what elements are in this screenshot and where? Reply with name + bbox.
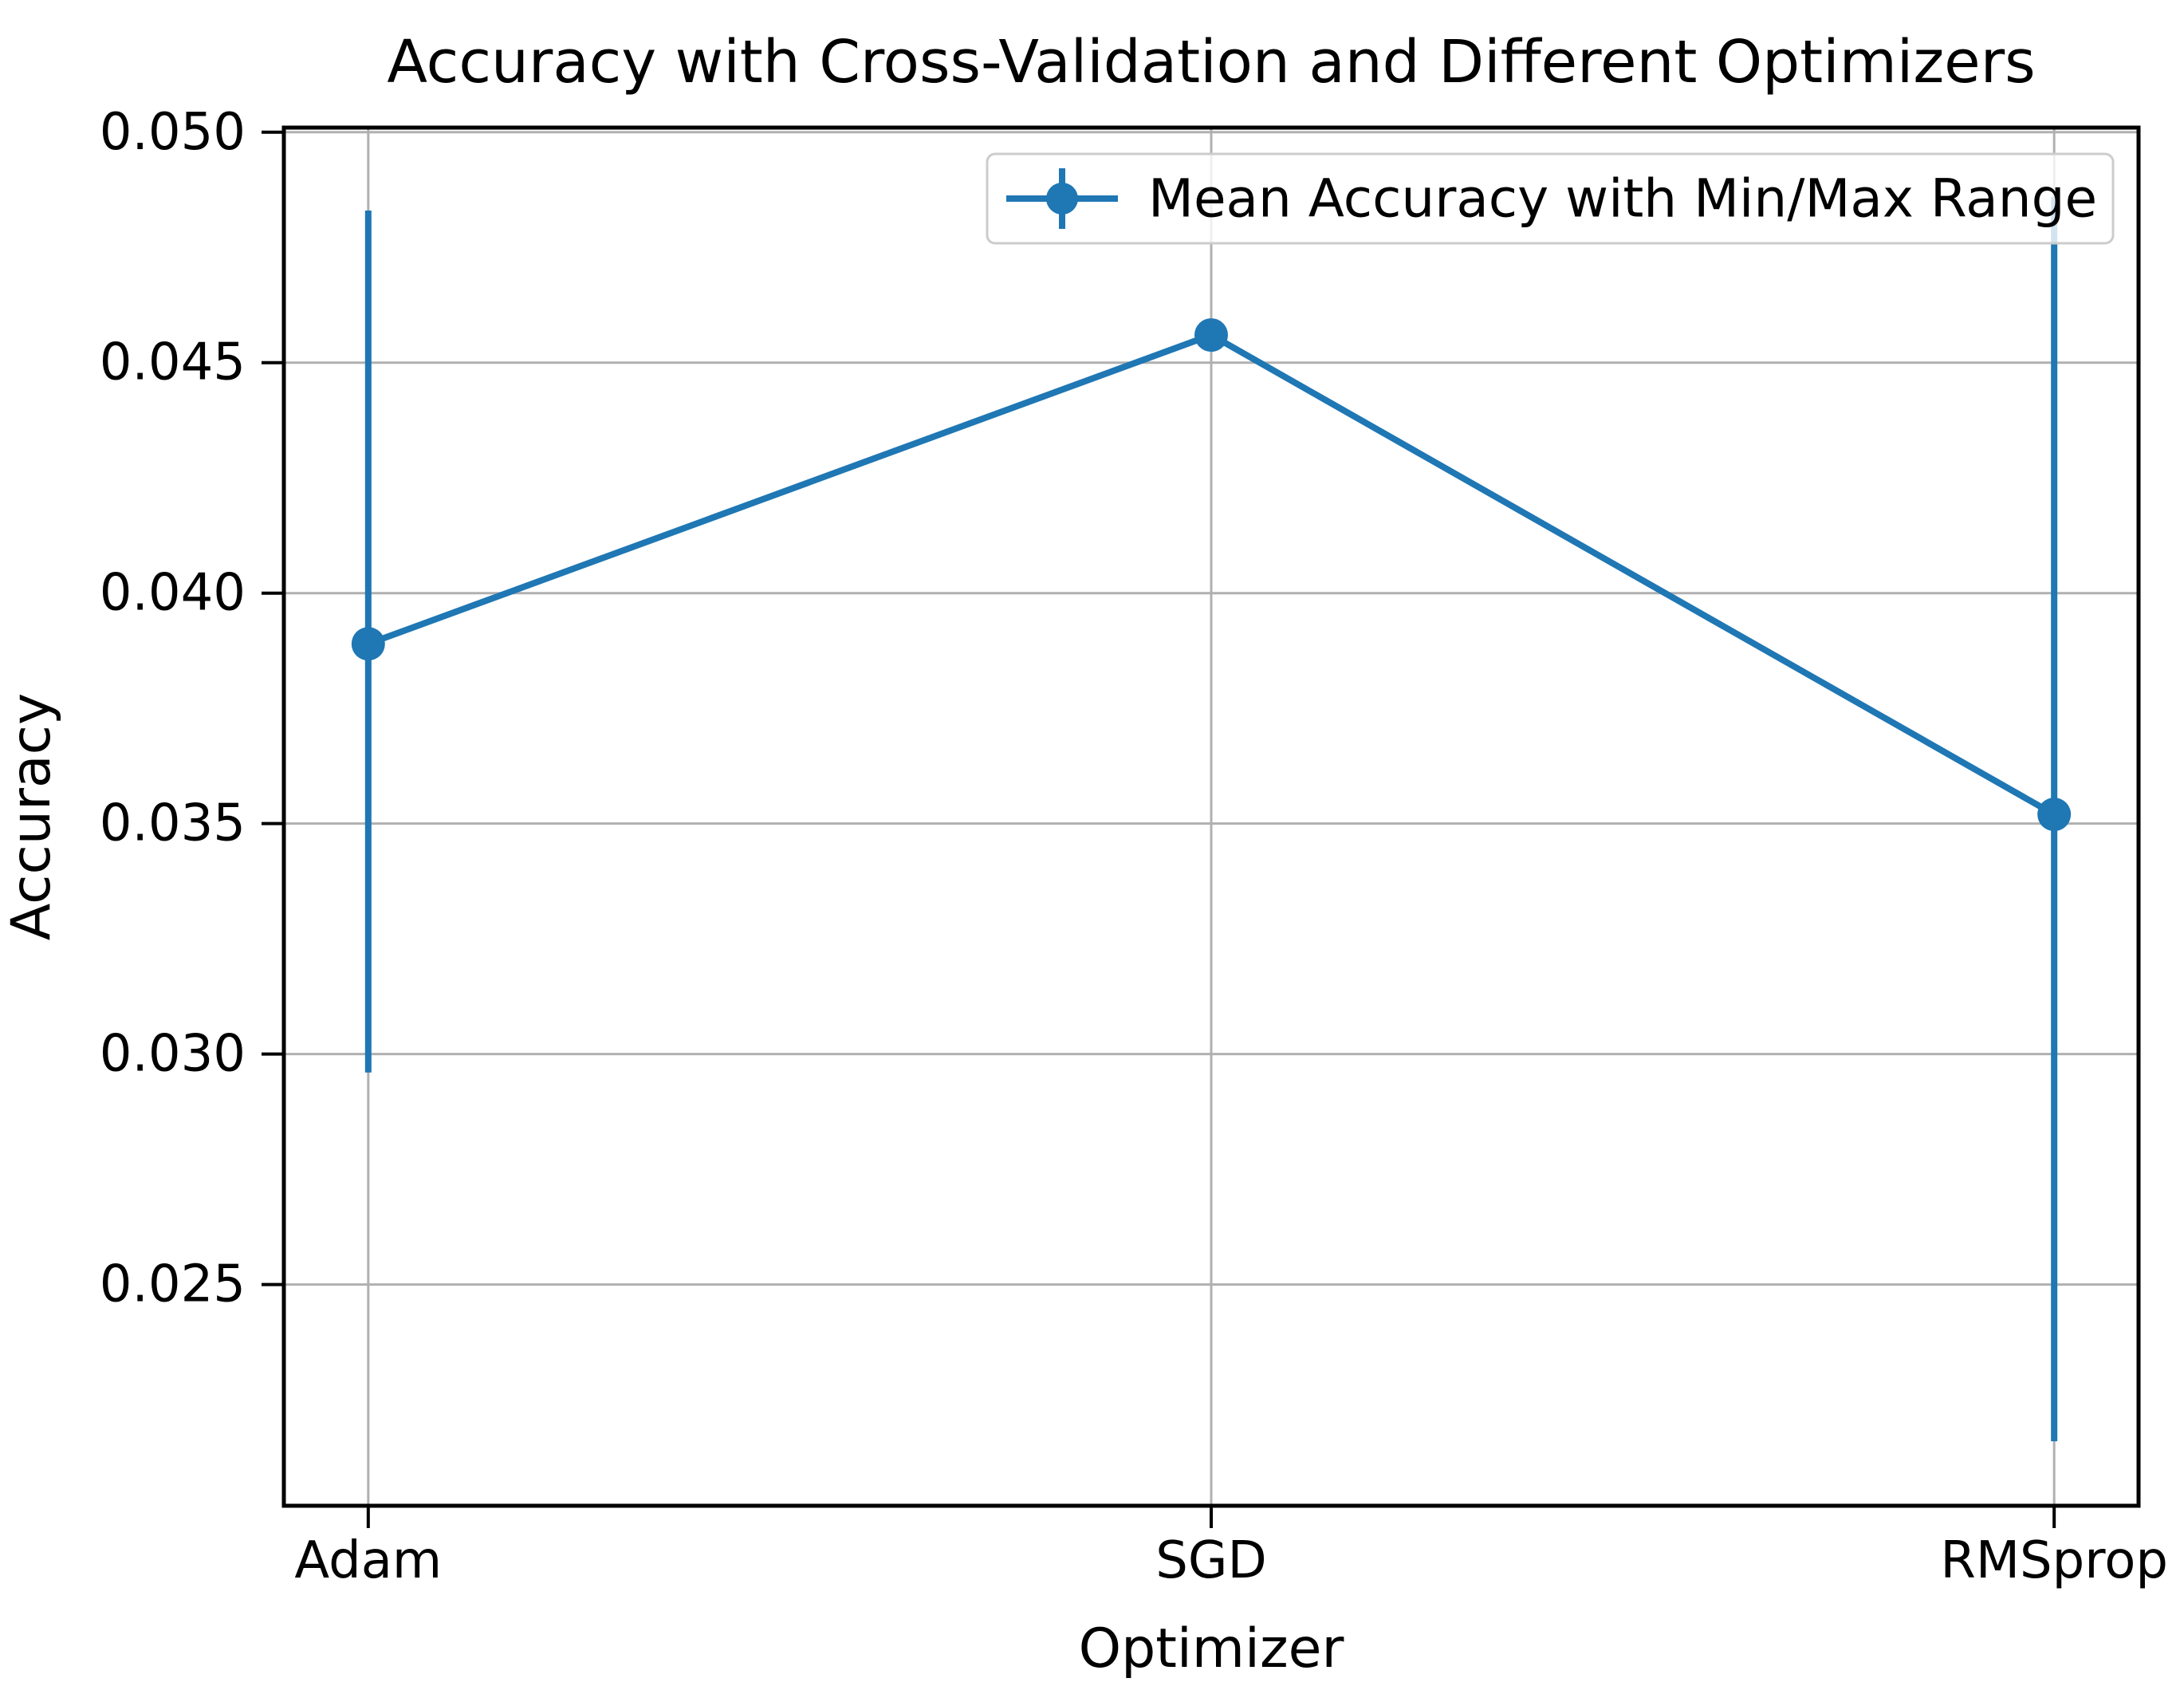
y-tick-label: 0.030: [100, 1025, 246, 1084]
x-tick-label: RMSprop: [1940, 1531, 2168, 1590]
y-tick-label: 0.025: [100, 1255, 246, 1314]
y-tick-label: 0.035: [100, 794, 246, 853]
chart-title: Accuracy with Cross-Validation and Diffe…: [387, 28, 2035, 97]
data-point-marker: [1194, 318, 1228, 353]
legend-label: Mean Accuracy with Min/Max Range: [1148, 168, 2097, 230]
legend-marker-icon: [1046, 183, 1078, 215]
data-series: [351, 196, 2072, 1442]
axes: 0.050 0.045 0.040 0.035 0.030 0.025 Adam SGD RMS…: [100, 103, 2168, 1590]
y-tick-label: 0.050: [100, 103, 246, 162]
y-tick-label: 0.045: [100, 333, 246, 392]
x-axis-label: Optimizer: [1079, 1617, 1344, 1680]
y-tick-label: 0.040: [100, 564, 246, 623]
y-axis-label: Accuracy: [0, 693, 63, 940]
legend: Mean Accuracy with Min/Max Range: [986, 152, 2115, 245]
legend-box: [986, 152, 2115, 245]
data-point-marker: [2037, 798, 2072, 832]
data-point-marker: [351, 627, 385, 661]
x-tick-label: Adam: [294, 1531, 442, 1590]
x-tick-label: SGD: [1155, 1531, 1267, 1590]
